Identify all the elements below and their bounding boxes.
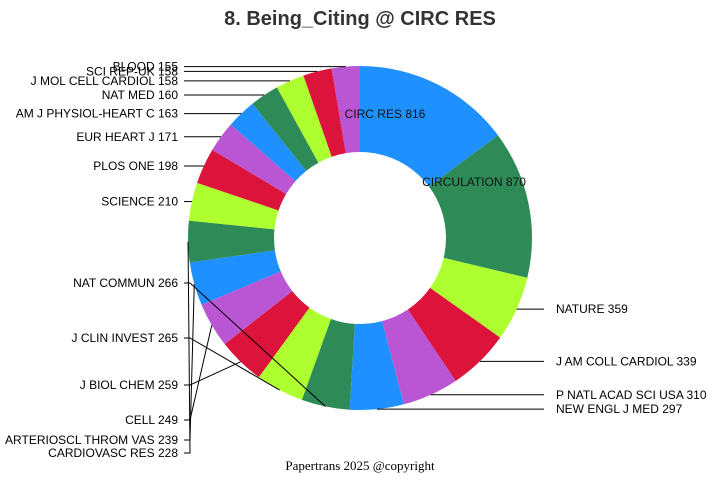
label-new-engl-j-med: NEW ENGL J MED 297 bbox=[556, 402, 683, 416]
slice-sci-rep-uk bbox=[303, 68, 346, 157]
label-nat-commun: NAT COMMUN 266 bbox=[73, 276, 178, 290]
leader-cell bbox=[184, 325, 213, 421]
slice-new-engl-j-med bbox=[349, 321, 404, 411]
label-j-am-coll-cardiol: J AM COLL CARDIOL 339 bbox=[556, 354, 697, 368]
slice-j-am-coll-cardiol bbox=[407, 287, 501, 381]
slice-plos-one bbox=[197, 149, 287, 211]
leader-lines-group bbox=[184, 66, 544, 454]
footer-copyright: Papertrans 2025 @copyright bbox=[285, 458, 435, 473]
label-nature: NATURE 359 bbox=[556, 302, 628, 316]
slice-science bbox=[188, 182, 279, 230]
label-cell: CELL 249 bbox=[125, 413, 178, 427]
label-cardiovasc-res: CARDIOVASC RES 228 bbox=[48, 446, 178, 460]
slice-nat-commun bbox=[301, 318, 355, 410]
slices-group bbox=[188, 66, 532, 411]
slice-am-j-physiol-heart-c bbox=[230, 103, 307, 182]
slice-nature bbox=[430, 257, 528, 338]
chart-title: 8. Being_Citing @ CIRC RES bbox=[224, 8, 496, 30]
slice-j-mol-cell-cardiol bbox=[276, 75, 332, 163]
leader-nat-commun bbox=[184, 282, 326, 407]
label-blood: BLOOD 155 bbox=[113, 60, 179, 74]
label-circ-res: CIRC RES 816 bbox=[345, 107, 426, 121]
slice-nat-med bbox=[252, 87, 319, 171]
slice-j-biol-chem bbox=[224, 291, 310, 378]
slice-eur-heart-j bbox=[212, 124, 296, 194]
label-j-clin-invest: J CLIN INVEST 265 bbox=[72, 331, 179, 345]
label-circulation: CIRCULATION 870 bbox=[422, 175, 526, 189]
labels-group: CIRCULATION 870 CIRC RES 816 NATURE 359 J A… bbox=[5, 60, 707, 460]
label-j-biol-chem: J BIOL CHEM 259 bbox=[80, 378, 179, 392]
label-plos-one: PLOS ONE 198 bbox=[93, 159, 178, 173]
label-p-natl-acad-sci-usa: P NATL ACAD SCI USA 310 bbox=[556, 388, 707, 402]
label-science: SCIENCE 210 bbox=[101, 195, 178, 209]
leader-j-biol-chem bbox=[184, 361, 241, 386]
leader-j-clin-invest bbox=[184, 337, 280, 391]
slice-arterioscl-throm-vas bbox=[189, 250, 281, 305]
slice-j-clin-invest bbox=[258, 307, 331, 400]
leader-cardiovasc-res bbox=[184, 241, 191, 454]
slice-cardiovasc-res bbox=[188, 220, 275, 263]
label-am-j-physiol-heart-c: AM J PHYSIOL-HEART C 163 bbox=[16, 107, 179, 121]
slice-blood bbox=[331, 66, 360, 154]
slice-p-natl-acad-sci-usa bbox=[381, 309, 456, 405]
label-j-mol-cell-cardiol: J MOL CELL CARDIOL 158 bbox=[31, 74, 179, 88]
label-arterioscl-throm-vas: ARTERIOSCL THROM VAS 239 bbox=[5, 433, 178, 447]
label-sci-rep-uk: SCI REP-UK 158 bbox=[86, 64, 178, 78]
slice-circ-res bbox=[429, 135, 532, 278]
label-eur-heart-j: EUR HEART J 171 bbox=[76, 130, 178, 144]
label-nat-med: NAT MED 160 bbox=[102, 88, 179, 102]
slice-circulation bbox=[360, 66, 499, 187]
slice-cell bbox=[201, 271, 293, 345]
